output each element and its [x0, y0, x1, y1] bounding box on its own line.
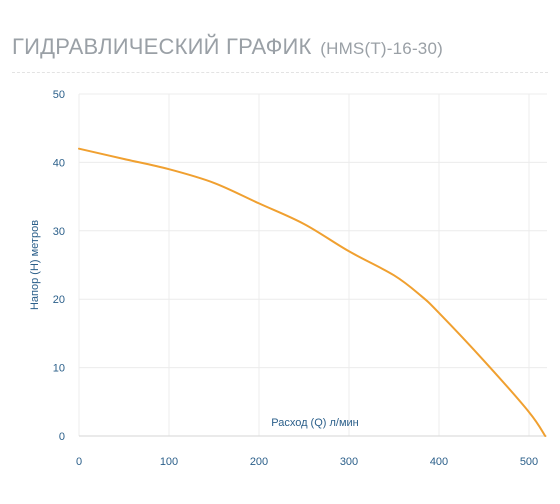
- y-tick-label: 50: [53, 89, 65, 101]
- y-axis-label: Напор (H) метров: [29, 220, 41, 310]
- y-tick-label: 20: [53, 294, 65, 306]
- series-line: [78, 147, 547, 437]
- title-divider: [12, 72, 548, 73]
- x-tick-label: 0: [76, 456, 82, 468]
- x-tick-label: 500: [520, 456, 538, 468]
- y-tick-label: 40: [53, 157, 65, 169]
- y-tick-label: 30: [53, 226, 65, 238]
- x-axis-label: Расход (Q) л/мин: [271, 417, 359, 429]
- series-layer: [78, 147, 547, 437]
- x-tick-label: 400: [430, 456, 448, 468]
- chart-title: ГИДРАВЛИЧЕСКИЙ ГРАФИК (HMS(T)-16-30): [12, 34, 443, 60]
- y-tick-label: 0: [59, 431, 65, 443]
- x-tick-label: 100: [160, 456, 178, 468]
- x-tick-label: 300: [340, 456, 358, 468]
- chart-title-main: ГИДРАВЛИЧЕСКИЙ ГРАФИК: [12, 34, 312, 59]
- x-tick-label: 200: [250, 456, 268, 468]
- y-tick-label: 10: [53, 363, 65, 375]
- grid-layer: [78, 93, 547, 437]
- chart-title-model: (HMS(T)-16-30): [320, 39, 443, 58]
